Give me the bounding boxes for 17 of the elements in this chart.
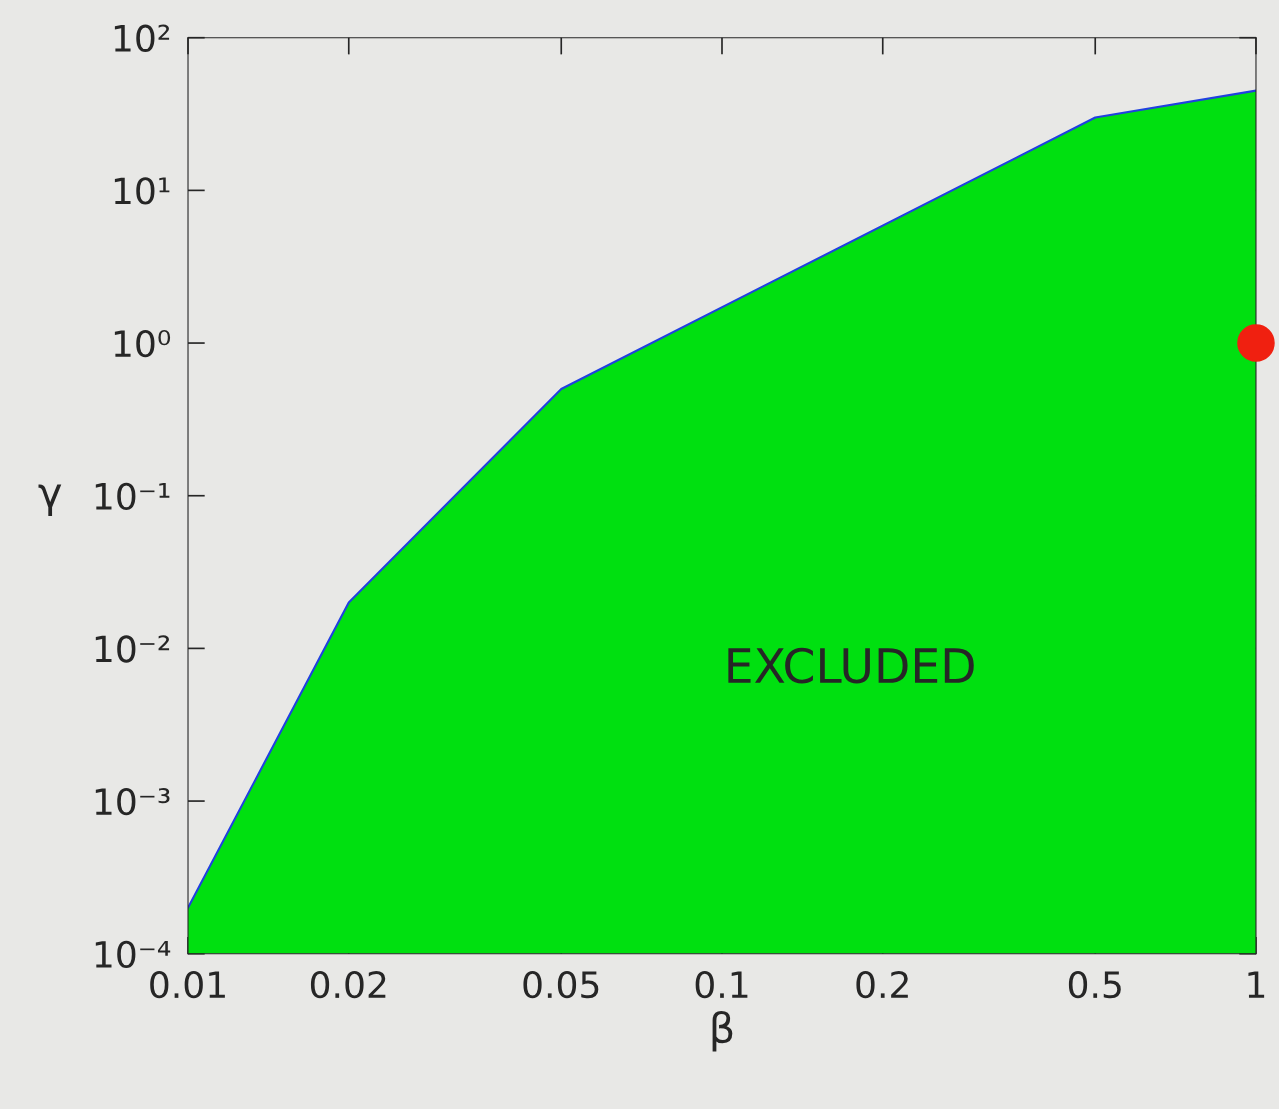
x-tick-label: 0.02 (310, 971, 386, 999)
x-axis-title: β (712, 1010, 733, 1052)
y-tick-label: 10⁻¹ (95, 482, 170, 510)
x-tick-label: 0.1 (695, 971, 748, 999)
x-tick-label: 0.01 (150, 971, 225, 999)
y-axis-title: γ (38, 484, 62, 516)
y-tick-label: 10¹ (114, 177, 170, 205)
annotation: EXCLUDED (728, 647, 974, 684)
y-tick-label: 10⁻² (95, 635, 170, 663)
y-tick-label: 10⁻⁴ (95, 940, 171, 968)
x-tick-label: 1 (1248, 971, 1265, 998)
y-tick-label: 10⁰ (114, 329, 171, 358)
x-tick-label: 0.2 (856, 971, 908, 999)
y-tick-label: 10² (114, 24, 170, 52)
y-tick-label: 10⁻³ (95, 787, 170, 816)
x-tick-label: 0.05 (523, 971, 599, 999)
x-tick-label: 0.5 (1068, 971, 1121, 999)
